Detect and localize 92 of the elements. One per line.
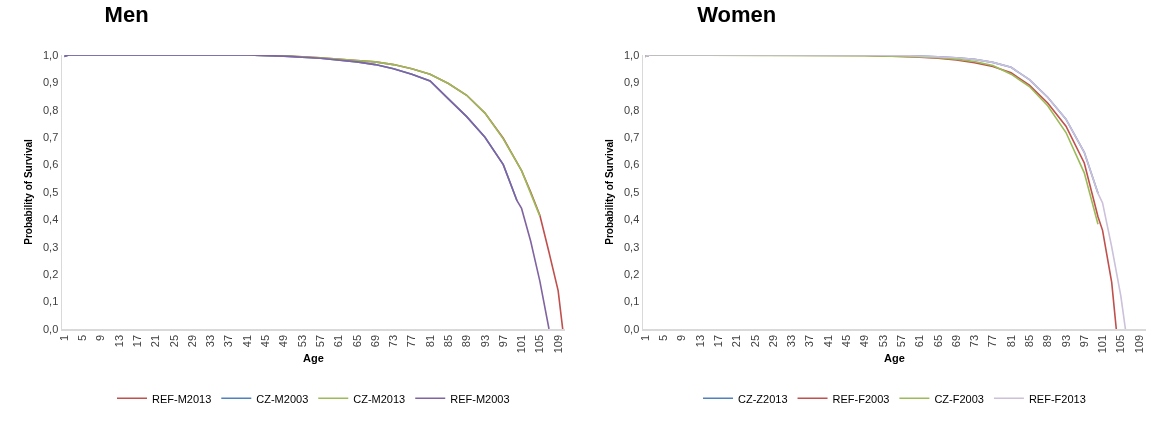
legend-label: REF-M2013	[152, 392, 212, 405]
x-tick-label: 85	[1022, 334, 1035, 348]
x-tick-label: 61	[332, 334, 345, 348]
x-tick-label: 61	[913, 334, 926, 348]
x-tick-label: 33	[204, 334, 217, 348]
y-tick-label: 0,3	[43, 240, 59, 253]
y-tick-label: 0,2	[43, 268, 59, 281]
x-tick-label: 45	[259, 334, 272, 348]
x-tick-label: 109	[551, 334, 564, 354]
x-tick-label: 65	[931, 334, 944, 348]
x-tick-label: 93	[478, 334, 491, 348]
x-tick-label: 73	[387, 334, 400, 348]
y-axis-title: Probability of Survival	[604, 138, 616, 245]
legend-label: REF-F2003	[832, 392, 890, 405]
x-tick-label: 45	[840, 334, 853, 348]
y-tick-label: 0,6	[624, 158, 640, 171]
x-tick-label: 53	[876, 334, 889, 348]
y-tick-label: 0,8	[624, 103, 640, 116]
x-tick-label: 73	[968, 334, 981, 348]
x-tick-label: 29	[185, 334, 198, 348]
x-tick-label: 21	[149, 334, 162, 348]
legend-label: CZ-F2003	[934, 392, 984, 405]
x-tick-label: 37	[803, 334, 816, 348]
x-tick-label: 101	[515, 334, 528, 354]
x-tick-label: 65	[350, 334, 363, 348]
y-tick-label: 0,3	[624, 240, 640, 253]
y-tick-label: 0,6	[43, 158, 59, 171]
x-tick-label: 85	[441, 334, 454, 348]
x-tick-label: 25	[748, 334, 761, 348]
legend-label: CZ-Z2013	[738, 392, 788, 405]
x-tick-label: 109	[1132, 334, 1145, 354]
x-tick-label: 81	[1004, 334, 1017, 348]
x-tick-label: 89	[460, 334, 473, 348]
y-tick-label: 0,5	[43, 185, 59, 198]
legend-label: REF-F2013	[1028, 392, 1086, 405]
x-tick-label: 57	[313, 334, 326, 348]
x-tick-label: 97	[1077, 334, 1090, 348]
x-tick-label: 41	[240, 334, 253, 348]
x-tick-label: 5	[657, 334, 670, 342]
x-tick-label: 9	[675, 334, 688, 342]
x-tick-label: 101	[1096, 334, 1109, 354]
x-tick-label: 69	[368, 334, 381, 348]
x-axis-title: Age	[884, 352, 905, 365]
y-tick-label: 0,0	[624, 322, 640, 335]
x-tick-label: 29	[766, 334, 779, 348]
x-tick-label: 53	[295, 334, 308, 348]
x-tick-label: 9	[94, 334, 107, 342]
y-tick-label: 0,4	[624, 213, 640, 226]
y-tick-label: 0,1	[624, 295, 640, 308]
x-tick-label: 81	[423, 334, 436, 348]
x-tick-label: 49	[858, 334, 871, 348]
x-tick-label: 21	[730, 334, 743, 348]
x-tick-label: 17	[131, 334, 144, 348]
y-tick-label: 0,7	[624, 131, 640, 144]
y-tick-label: 1,0	[624, 48, 640, 61]
x-tick-label: 25	[167, 334, 180, 348]
y-tick-label: 1,0	[43, 48, 59, 61]
x-tick-label: 77	[405, 334, 418, 348]
x-tick-label: 105	[1114, 334, 1127, 354]
legend-label: REF-M2003	[450, 392, 510, 405]
x-tick-label: 93	[1059, 334, 1072, 348]
y-tick-label: 0,4	[43, 213, 59, 226]
x-tick-label: 89	[1041, 334, 1054, 348]
x-tick-label: 1	[57, 334, 70, 342]
x-tick-label: 1	[638, 334, 651, 342]
x-tick-label: 33	[785, 334, 798, 348]
x-tick-label: 77	[986, 334, 999, 348]
y-tick-label: 0,7	[43, 131, 59, 144]
y-tick-label: 0,9	[43, 76, 59, 89]
legend-label: CZ-M2003	[256, 392, 309, 405]
y-tick-label: 0,1	[43, 295, 59, 308]
x-tick-label: 13	[112, 334, 125, 348]
x-tick-label: 17	[712, 334, 725, 348]
legend-label: CZ-M2013	[353, 392, 406, 405]
chart-title: Men	[104, 1, 149, 27]
y-axis-title: Probability of Survival	[23, 138, 35, 245]
x-tick-label: 105	[533, 334, 546, 354]
x-tick-label: 69	[949, 334, 962, 348]
x-tick-label: 41	[821, 334, 834, 348]
x-tick-label: 37	[222, 334, 235, 348]
x-tick-label: 13	[693, 334, 706, 348]
x-tick-label: 97	[496, 334, 509, 348]
y-tick-label: 0,5	[624, 185, 640, 198]
y-tick-label: 0,2	[624, 268, 640, 281]
y-tick-label: 0,0	[43, 322, 59, 335]
x-tick-label: 57	[894, 334, 907, 348]
x-axis-title: Age	[303, 352, 324, 365]
x-tick-label: 49	[277, 334, 290, 348]
x-tick-label: 5	[76, 334, 89, 342]
y-tick-label: 0,9	[624, 76, 640, 89]
chart-title: Women	[697, 1, 777, 27]
y-tick-label: 0,8	[43, 103, 59, 116]
